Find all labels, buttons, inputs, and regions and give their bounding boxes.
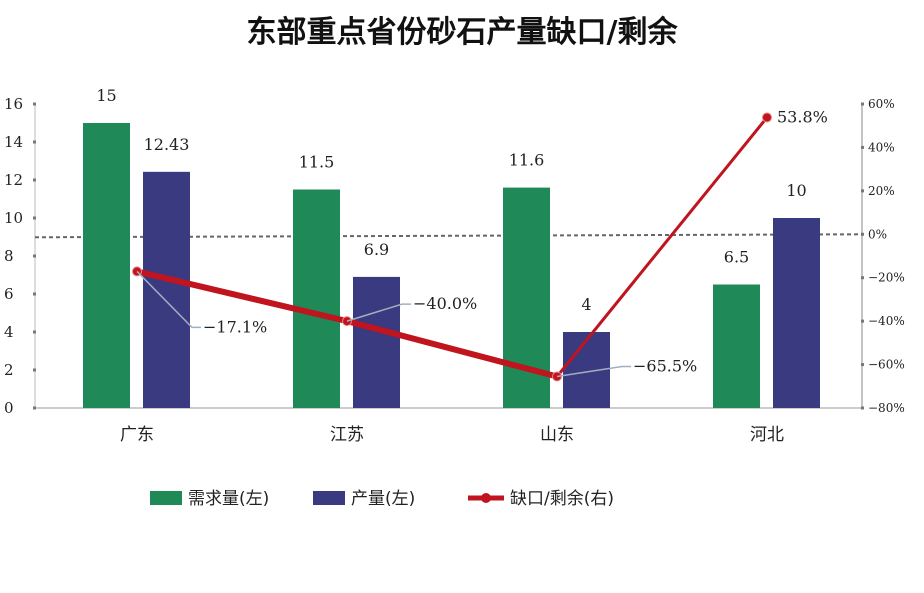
left-tick-mark [33,368,36,372]
gap-line-point [762,112,772,123]
left-tick-mark [33,330,36,334]
left-tick-label: 14 [4,133,23,151]
right-tick-label: 60% [868,97,895,111]
right-tick-label: −80% [868,401,905,415]
bar-data-label: 6.5 [724,248,749,267]
gap-line-segment [555,115,769,379]
left-tick-mark [33,406,36,410]
right-tick-label: −60% [868,358,905,372]
legend-item: 产量(左) [313,489,415,509]
chart-title: 东部重点省份砂石产量缺口/剩余 [247,15,679,50]
data-label-leader [346,303,411,322]
left-tick-mark [33,292,36,296]
bar-data-label: 11.5 [299,153,335,172]
left-tick-label: 12 [4,171,23,189]
right-tick-mark [861,363,864,367]
bar-production [773,218,820,408]
bar-data-label: 12.43 [144,135,190,154]
left-tick-label: 4 [4,323,14,341]
right-tick-mark [861,232,864,236]
bar-demand [83,123,130,408]
category-label: 山东 [540,425,574,445]
category-label: 河北 [750,425,784,445]
bar-production [353,276,400,408]
bar-data-label: 4 [581,295,591,314]
bar-demand [713,284,760,408]
right-tick-mark [861,319,864,323]
left-tick-label: 6 [4,285,14,303]
bar-data-label: 15 [96,86,116,105]
legend-marker [481,493,491,503]
left-tick-mark [33,140,36,144]
category-label: 广东 [120,425,154,445]
left-tick-label: 2 [4,361,14,379]
right-tick-mark [861,276,864,280]
right-tick-mark [861,145,864,149]
legend-label: 需求量(左) [188,489,269,509]
right-tick-label: −40% [868,314,905,328]
gap-data-label: −40.0% [413,294,477,313]
data-label-leader [136,270,201,329]
right-tick-label: 20% [868,184,895,198]
bar-demand [293,189,340,408]
gap-line-segment [344,318,560,380]
category-label: 江苏 [330,425,364,445]
left-tick-mark [33,178,36,182]
left-tick-label: 0 [4,399,14,417]
gap-data-label: −17.1% [203,317,267,336]
bar-data-label: 11.6 [509,151,545,170]
bar-data-label: 10 [786,181,806,200]
legend-swatch [150,491,182,505]
legend-label: 产量(左) [351,489,415,509]
right-tick-label: −20% [868,271,905,285]
right-tick-label: 0% [868,227,887,241]
gap-data-label: −65.5% [633,357,697,376]
right-tick-label: 40% [868,140,895,154]
gap-line-segment [134,268,350,325]
right-tick-mark [861,102,864,106]
left-tick-label: 16 [4,95,23,113]
left-tick-mark [33,254,36,258]
bar-data-label: 6.9 [364,240,389,259]
right-tick-mark [861,189,864,193]
legend-swatch [313,491,345,505]
left-tick-label: 8 [4,247,14,265]
legend-item: 需求量(左) [150,489,269,509]
bar-production [143,171,190,408]
legend-label: 缺口/剩余(右) [510,489,614,509]
right-tick-mark [861,406,864,410]
gap-data-label: 53.8% [777,107,828,126]
left-tick-mark [33,102,36,106]
left-tick-label: 10 [4,209,23,227]
data-label-leader [556,365,631,378]
zero-reference-line [34,233,863,239]
legend-item: 缺口/剩余(右) [468,489,614,509]
left-tick-mark [33,216,36,220]
